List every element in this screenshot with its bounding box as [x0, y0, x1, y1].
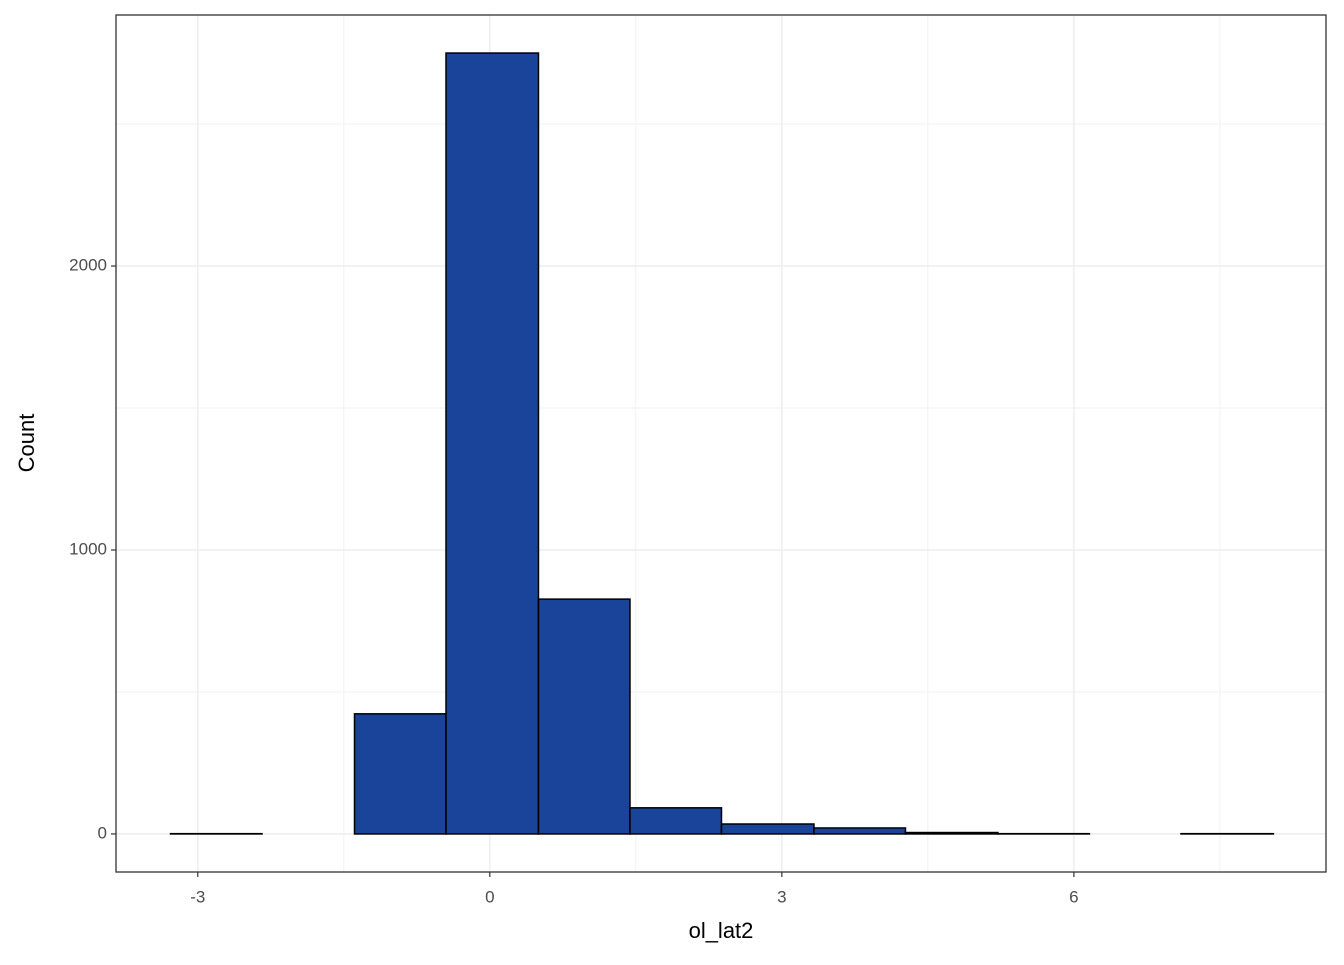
bar	[721, 824, 813, 834]
x-tick-label: 0	[485, 887, 494, 906]
x-axis-title: ol_lat2	[689, 918, 754, 943]
x-tick-label: 6	[1069, 887, 1078, 906]
x-tick-label: -3	[190, 887, 205, 906]
y-tick-label: 1000	[69, 539, 107, 558]
y-axis-title: Count	[14, 414, 39, 473]
bar	[446, 53, 538, 834]
bar	[538, 599, 630, 834]
panel-border	[116, 15, 1326, 872]
bar	[905, 833, 997, 834]
x-tick-label: 3	[777, 887, 786, 906]
bar	[354, 714, 446, 834]
y-tick-label: 0	[98, 823, 107, 842]
bar	[630, 808, 722, 834]
bar	[814, 828, 906, 834]
y-tick-label: 2000	[69, 256, 107, 275]
